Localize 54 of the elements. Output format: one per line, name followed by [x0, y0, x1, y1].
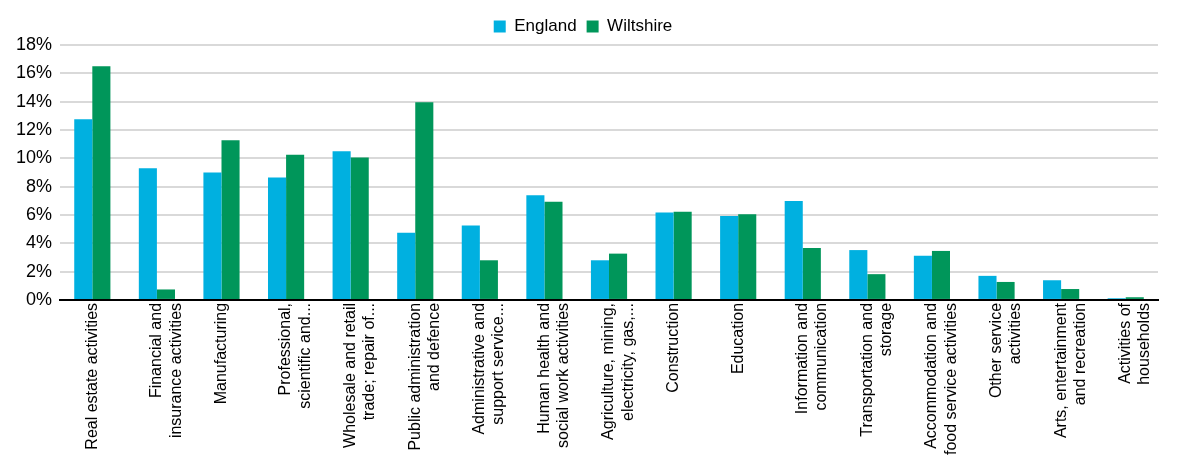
bar	[996, 281, 1015, 299]
bar	[609, 253, 628, 299]
bar	[268, 177, 287, 299]
bar	[978, 275, 997, 299]
bar	[784, 201, 803, 299]
bar	[221, 140, 240, 299]
bar	[92, 66, 111, 299]
bar	[544, 201, 563, 299]
bar	[332, 151, 351, 299]
bar	[461, 225, 480, 299]
y-tick-label: 2%	[26, 260, 53, 281]
bar	[913, 255, 932, 299]
x-tick-label: Financial and insurance activities	[147, 302, 184, 439]
y-tick-label: 0%	[26, 288, 53, 309]
bar	[1061, 289, 1080, 299]
bar	[655, 212, 674, 299]
x-tick-label: Education	[728, 302, 746, 375]
bar	[286, 154, 305, 299]
x-tick-label: Professional, scientific and...	[276, 302, 313, 409]
y-tick-label: 18%	[16, 33, 53, 54]
bar	[590, 260, 610, 299]
bar	[931, 250, 951, 299]
y-tick-label: 12%	[16, 118, 53, 139]
x-tick-label: Agriculture, mining, electricity, gas,...	[599, 302, 636, 440]
bar	[867, 274, 886, 299]
bar	[350, 157, 369, 299]
y-tick-label: 10%	[16, 147, 53, 168]
y-tick-label: 6%	[26, 203, 53, 224]
legend-label: England	[514, 16, 577, 36]
bar	[138, 168, 157, 299]
bar	[74, 119, 93, 299]
x-tick-label: Wholesale and retail trade; repair of...	[341, 302, 378, 448]
bar	[415, 102, 434, 299]
bar	[673, 211, 692, 299]
y-tick-label: 16%	[16, 62, 53, 83]
bar	[156, 289, 175, 299]
y-tick-label: 8%	[26, 175, 53, 196]
bar	[526, 195, 545, 299]
bar	[203, 172, 222, 299]
bar	[849, 250, 868, 299]
x-tick-label: Manufacturing	[211, 302, 229, 405]
x-tick-label: Construction	[664, 302, 682, 393]
legend-label: Wiltshire	[607, 16, 673, 36]
bar	[802, 247, 821, 299]
bar	[1043, 280, 1062, 299]
bar	[738, 214, 757, 299]
bar	[397, 232, 416, 299]
bar	[720, 215, 739, 299]
y-tick-label: 14%	[16, 90, 53, 111]
bar	[479, 260, 498, 299]
x-tick-label: Administrative and support service...	[470, 302, 507, 435]
x-tick-label: Information and communication	[793, 302, 830, 415]
y-tick-label: 4%	[26, 232, 53, 253]
x-tick-label: Real estate activities	[82, 302, 100, 450]
